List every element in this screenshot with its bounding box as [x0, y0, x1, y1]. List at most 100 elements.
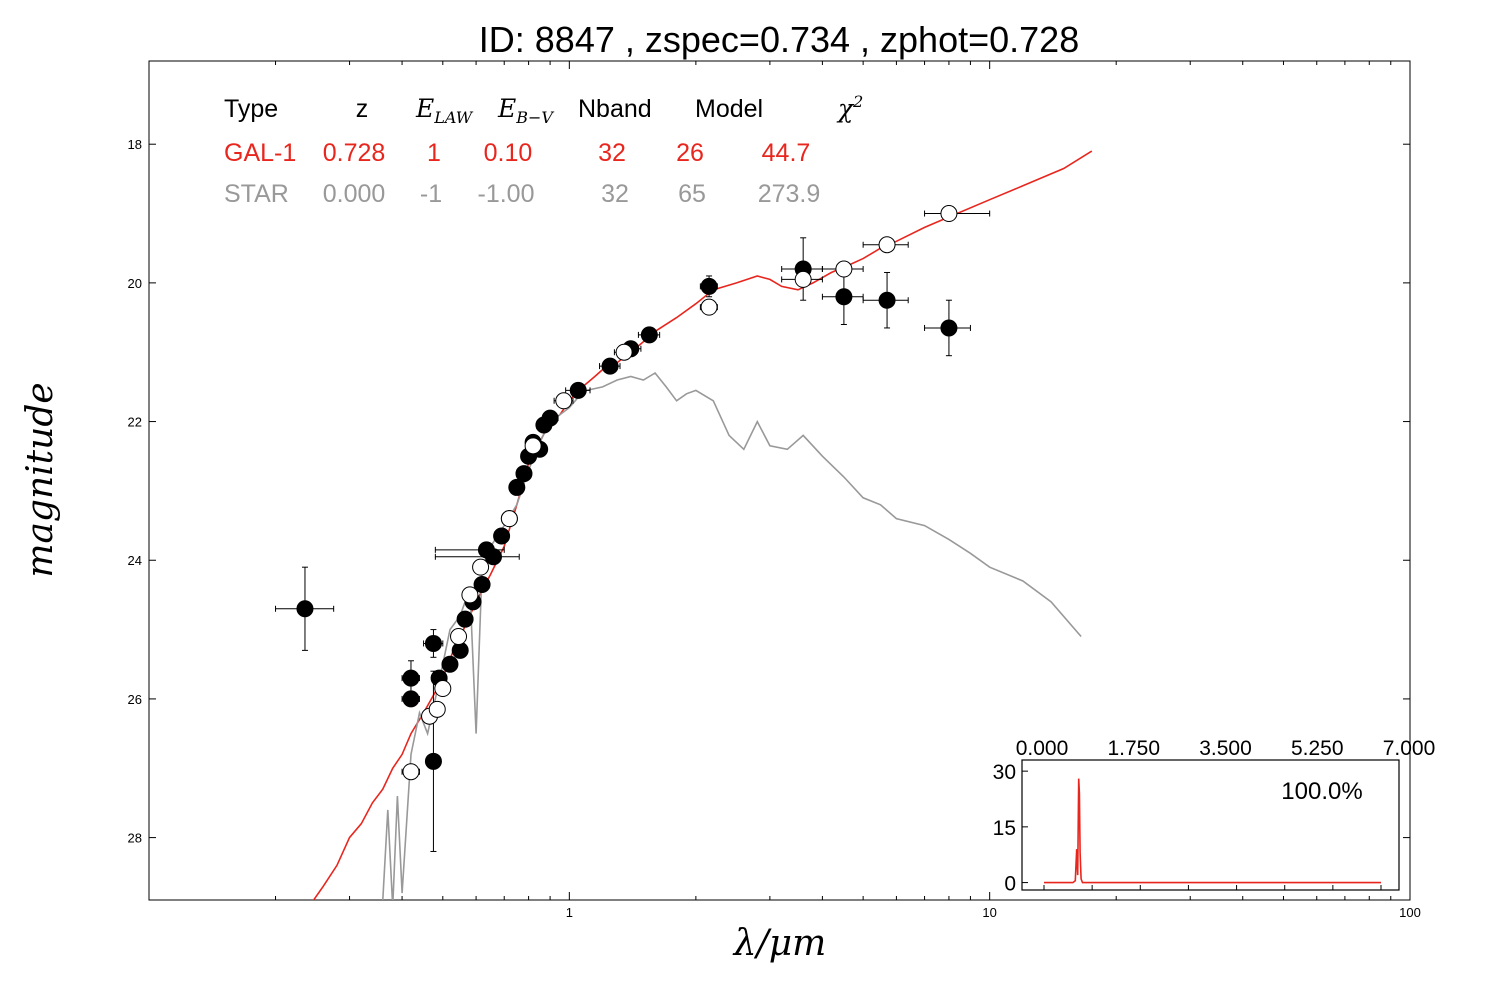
observed-point: [401, 660, 420, 696]
observed-point: [924, 299, 971, 357]
point-marker: [424, 752, 442, 770]
header-type: Type: [224, 95, 278, 123]
x-tick-label: 100: [1399, 905, 1421, 920]
observed-point: [275, 566, 335, 651]
y-tick-label: 22: [128, 415, 142, 430]
row-gal-type: GAL-1: [224, 139, 296, 167]
point-marker: [835, 260, 853, 278]
point-marker: [450, 628, 468, 646]
row-gal-ebv: 0.10: [484, 139, 533, 167]
model-point: [821, 260, 864, 278]
inset-x-tick-label: 7.000: [1383, 737, 1436, 760]
point-marker: [296, 600, 314, 618]
x-axis-label: λ/μm: [732, 923, 826, 964]
point-marker: [493, 527, 511, 545]
point-marker: [569, 381, 587, 399]
observed-point: [434, 548, 520, 566]
point-marker: [700, 298, 718, 316]
point-marker: [402, 669, 420, 687]
point-marker: [700, 277, 718, 295]
observed-point: [565, 381, 591, 399]
row-star-model: 65: [678, 180, 706, 208]
point-marker: [541, 409, 559, 427]
model-point: [699, 298, 718, 316]
point-marker: [601, 357, 619, 375]
point-marker: [878, 236, 896, 254]
inset-x-tick-label: 1.750: [1107, 737, 1160, 760]
observed-point: [699, 275, 718, 298]
row-star-type: STAR: [224, 180, 289, 208]
point-marker: [424, 634, 442, 652]
inset-y-tick-label: 30: [993, 761, 1016, 784]
inset-frame: [1021, 759, 1400, 891]
point-marker: [508, 478, 526, 496]
point-marker: [555, 392, 573, 410]
point-marker: [484, 548, 502, 566]
point-marker: [472, 558, 490, 576]
header-nband: Nband: [578, 95, 652, 123]
inset-axes: 30 15 0 0.000 1.750 3.500 5.250 7.000: [993, 737, 1436, 896]
plot-frame: [148, 60, 1411, 901]
observed-point: [456, 610, 474, 628]
model-point: [613, 343, 634, 361]
inset-x-tick-label: 3.500: [1199, 737, 1252, 760]
observed-point: [441, 655, 459, 673]
header-model: Model: [695, 95, 763, 123]
row-star-z: 0.000: [323, 180, 386, 208]
main-series: [275, 150, 1093, 900]
x-tick-label: 1: [566, 905, 573, 920]
model-point: [434, 680, 452, 698]
inset-x-tick-label: 5.250: [1291, 737, 1344, 760]
table-row-gal: GAL-1 0.728 1 0.10 32 26 44.7: [224, 139, 810, 167]
observed-point: [637, 326, 661, 344]
row-gal-nband: 32: [598, 139, 626, 167]
point-marker: [940, 319, 958, 337]
y-tick-label: 24: [128, 553, 142, 568]
model-point: [472, 558, 490, 576]
row-star-elaw: -1: [420, 180, 442, 208]
point-marker: [515, 465, 533, 483]
model-point: [428, 700, 446, 718]
point-marker: [835, 288, 853, 306]
inset-x-tick-label: 0.000: [1016, 737, 1069, 760]
row-gal-chi2: 44.7: [762, 139, 811, 167]
series-line-gal-1: [312, 150, 1093, 900]
model-point: [862, 236, 909, 254]
observed-point: [599, 357, 621, 375]
observed-point: [781, 237, 823, 301]
row-gal-z: 0.728: [323, 139, 386, 167]
observed-point: [423, 629, 444, 658]
row-gal-model: 26: [676, 139, 704, 167]
y-axis-label: magnitude: [20, 382, 61, 577]
observed-point: [401, 690, 420, 708]
header-z: z: [356, 95, 369, 123]
fit-table: Type z ELAW EB−V Nband Model χ2 GAL-1 0.…: [224, 92, 863, 208]
observed-point: [508, 478, 526, 496]
header-chi2: χ2: [836, 92, 863, 123]
row-star-ebv: -1.00: [478, 180, 535, 208]
x-tick-label: 10: [982, 905, 996, 920]
model-point: [401, 763, 420, 781]
point-marker: [402, 690, 420, 708]
row-star-nband: 32: [601, 180, 629, 208]
header-ebv: EB−V: [497, 94, 554, 127]
point-marker: [428, 700, 446, 718]
point-marker: [434, 680, 452, 698]
inset-y-tick-label: 15: [993, 817, 1016, 840]
point-marker: [524, 437, 542, 455]
observed-point: [515, 465, 533, 483]
observed-point: [541, 409, 559, 427]
model-point: [500, 510, 518, 528]
inset-pdf-line: [1044, 778, 1381, 884]
table-row-star: STAR 0.000 -1 -1.00 32 65 273.9: [224, 180, 820, 208]
point-marker: [500, 510, 518, 528]
observed-point: [493, 527, 511, 545]
chart-title: ID: 8847 , zspec=0.734 , zphot=0.728: [479, 19, 1079, 60]
series-line-star: [382, 371, 1082, 900]
point-marker: [940, 205, 958, 223]
point-marker: [473, 576, 491, 594]
y-tick-label: 26: [128, 692, 142, 707]
y-tick-label: 18: [128, 137, 142, 152]
